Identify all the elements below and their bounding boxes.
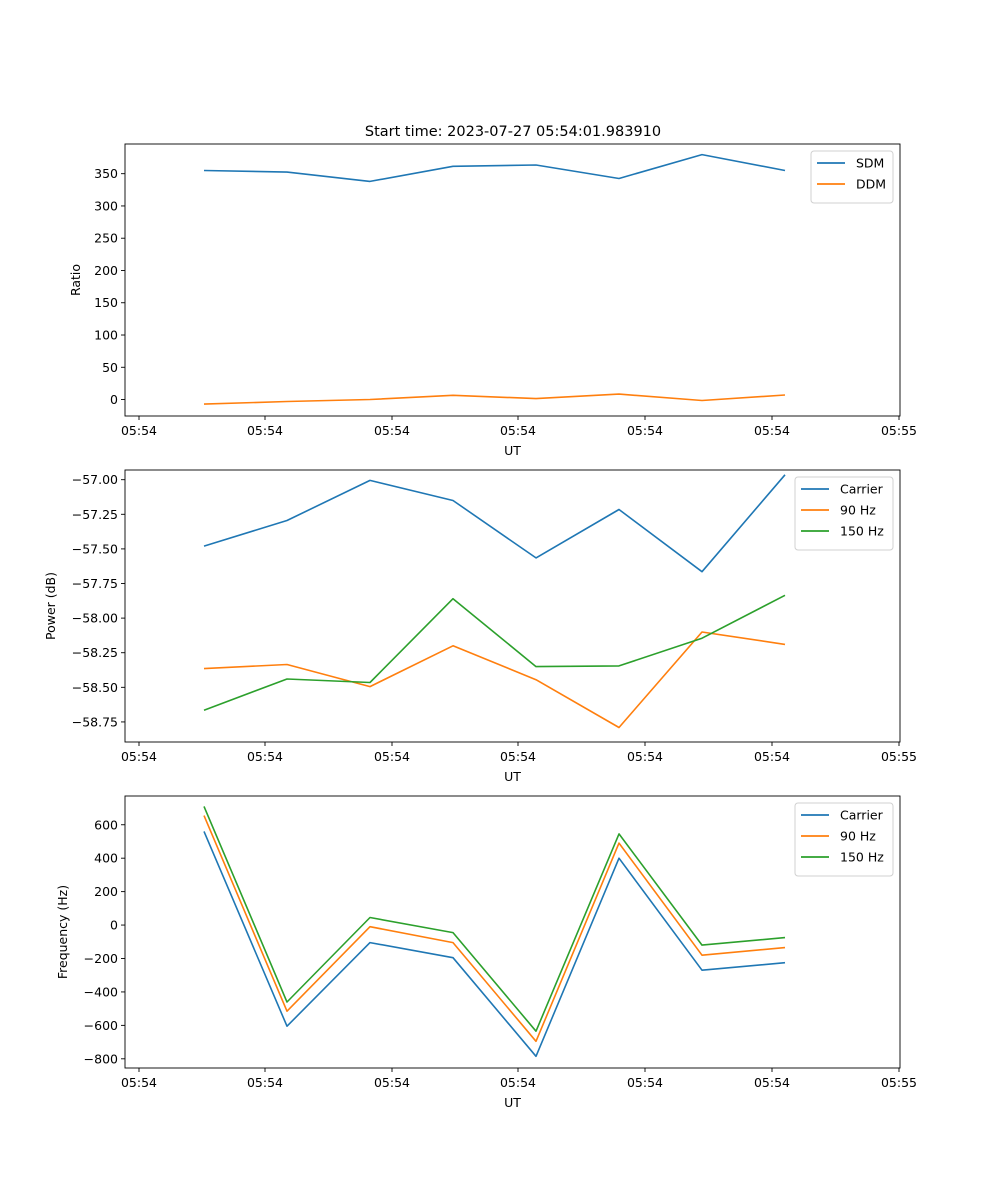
y-tick-label: 100 bbox=[94, 328, 118, 343]
legend-label: Carrier bbox=[840, 482, 884, 497]
x-tick-label: 05:54 bbox=[500, 1075, 536, 1090]
y-tick-label: −200 bbox=[84, 951, 118, 966]
legend: Carrier 90 Hz 150 Hz bbox=[794, 802, 894, 877]
y-tick-label: 350 bbox=[94, 166, 118, 181]
y-tick-label: 0 bbox=[110, 918, 118, 933]
x-tick-label: 05:55 bbox=[881, 1075, 917, 1090]
series-line-carrier bbox=[203, 474, 786, 573]
y-tick-label: 600 bbox=[94, 817, 118, 832]
series-line-150-hz bbox=[203, 594, 786, 711]
chart-2: 05:54 05:54 05:54 05:54 05:54 05:54 05:55 UT −58… bbox=[43, 469, 917, 784]
y-tick-label: −800 bbox=[84, 1051, 118, 1066]
series-line-sdm bbox=[203, 153, 786, 183]
x-tick-label: 05:54 bbox=[121, 1075, 157, 1090]
x-tick-label: 05:54 bbox=[374, 423, 410, 438]
x-tick-label: 05:54 bbox=[754, 423, 790, 438]
legend-label: 150 Hz bbox=[840, 524, 884, 539]
y-tick-label: −58.50 bbox=[72, 680, 118, 695]
y-tick-label: −400 bbox=[84, 984, 118, 999]
y-tick-label: 200 bbox=[94, 884, 118, 899]
axes-frame bbox=[124, 795, 901, 1069]
series-line-carrier bbox=[203, 831, 786, 1058]
chart-3: 05:54 05:54 05:54 05:54 05:54 05:54 05:55 UT −80… bbox=[55, 795, 917, 1110]
x-tick-label: 05:54 bbox=[754, 749, 790, 764]
y-axis-label: Ratio bbox=[68, 264, 83, 296]
legend-label: 150 Hz bbox=[840, 850, 884, 865]
y-tick-label: 300 bbox=[94, 198, 118, 213]
y-tick-label: −57.75 bbox=[72, 576, 118, 591]
y-tick-label: 250 bbox=[94, 231, 118, 246]
y-axis-label: Power (dB) bbox=[43, 572, 58, 640]
legend-label: Carrier bbox=[840, 808, 884, 823]
legend-label: 90 Hz bbox=[840, 829, 876, 844]
x-tick-label: 05:54 bbox=[500, 749, 536, 764]
x-tick-label: 05:54 bbox=[374, 1075, 410, 1090]
x-tick-label: 05:54 bbox=[247, 423, 283, 438]
y-tick-label: 0 bbox=[110, 392, 118, 407]
y-tick-label: −57.00 bbox=[72, 472, 118, 487]
y-tick-label: −58.00 bbox=[72, 611, 118, 626]
legend: Carrier 90 Hz 150 Hz bbox=[794, 476, 894, 551]
x-tick-label: 05:55 bbox=[881, 423, 917, 438]
series-line-150-hz bbox=[203, 806, 786, 1032]
x-tick-label: 05:54 bbox=[627, 423, 663, 438]
axes-frame bbox=[124, 143, 901, 417]
series-line-90-hz bbox=[203, 815, 786, 1043]
x-tick-label: 05:54 bbox=[247, 749, 283, 764]
x-tick-label: 05:54 bbox=[627, 1075, 663, 1090]
x-axis-label: UT bbox=[504, 769, 521, 784]
y-tick-label: −58.75 bbox=[72, 714, 118, 729]
figure-title: Start time: 2023-07-27 05:54:01.983910 bbox=[365, 124, 661, 140]
legend-label: 90 Hz bbox=[840, 503, 876, 518]
y-tick-label: −57.25 bbox=[72, 507, 118, 522]
y-tick-label: −58.25 bbox=[72, 645, 118, 660]
y-tick-label: 200 bbox=[94, 263, 118, 278]
x-tick-label: 05:54 bbox=[627, 749, 663, 764]
x-tick-label: 05:54 bbox=[121, 423, 157, 438]
y-tick-label: 50 bbox=[102, 360, 118, 375]
x-tick-label: 05:54 bbox=[247, 1075, 283, 1090]
y-tick-label: −57.50 bbox=[72, 541, 118, 556]
y-tick-label: 150 bbox=[94, 295, 118, 310]
x-tick-label: 05:55 bbox=[881, 749, 917, 764]
legend-label: SDM bbox=[856, 156, 884, 171]
series-line-90-hz bbox=[203, 631, 786, 729]
legend: SDM DDM bbox=[810, 150, 894, 204]
y-tick-label: 400 bbox=[94, 851, 118, 866]
legend-frame bbox=[810, 150, 894, 204]
y-axis-label: Frequency (Hz) bbox=[55, 885, 70, 979]
x-tick-label: 05:54 bbox=[500, 423, 536, 438]
legend-label: DDM bbox=[856, 177, 886, 192]
x-tick-label: 05:54 bbox=[121, 749, 157, 764]
x-axis-label: UT bbox=[504, 1095, 521, 1110]
x-tick-label: 05:54 bbox=[374, 749, 410, 764]
series-line-ddm bbox=[203, 393, 786, 405]
chart-1: 05:54 05:54 05:54 05:54 05:54 05:54 05:55 UT 0 50… bbox=[68, 143, 917, 458]
x-axis-label: UT bbox=[504, 443, 521, 458]
axes-frame bbox=[124, 469, 901, 743]
x-tick-label: 05:54 bbox=[754, 1075, 790, 1090]
y-tick-label: −600 bbox=[84, 1018, 118, 1033]
